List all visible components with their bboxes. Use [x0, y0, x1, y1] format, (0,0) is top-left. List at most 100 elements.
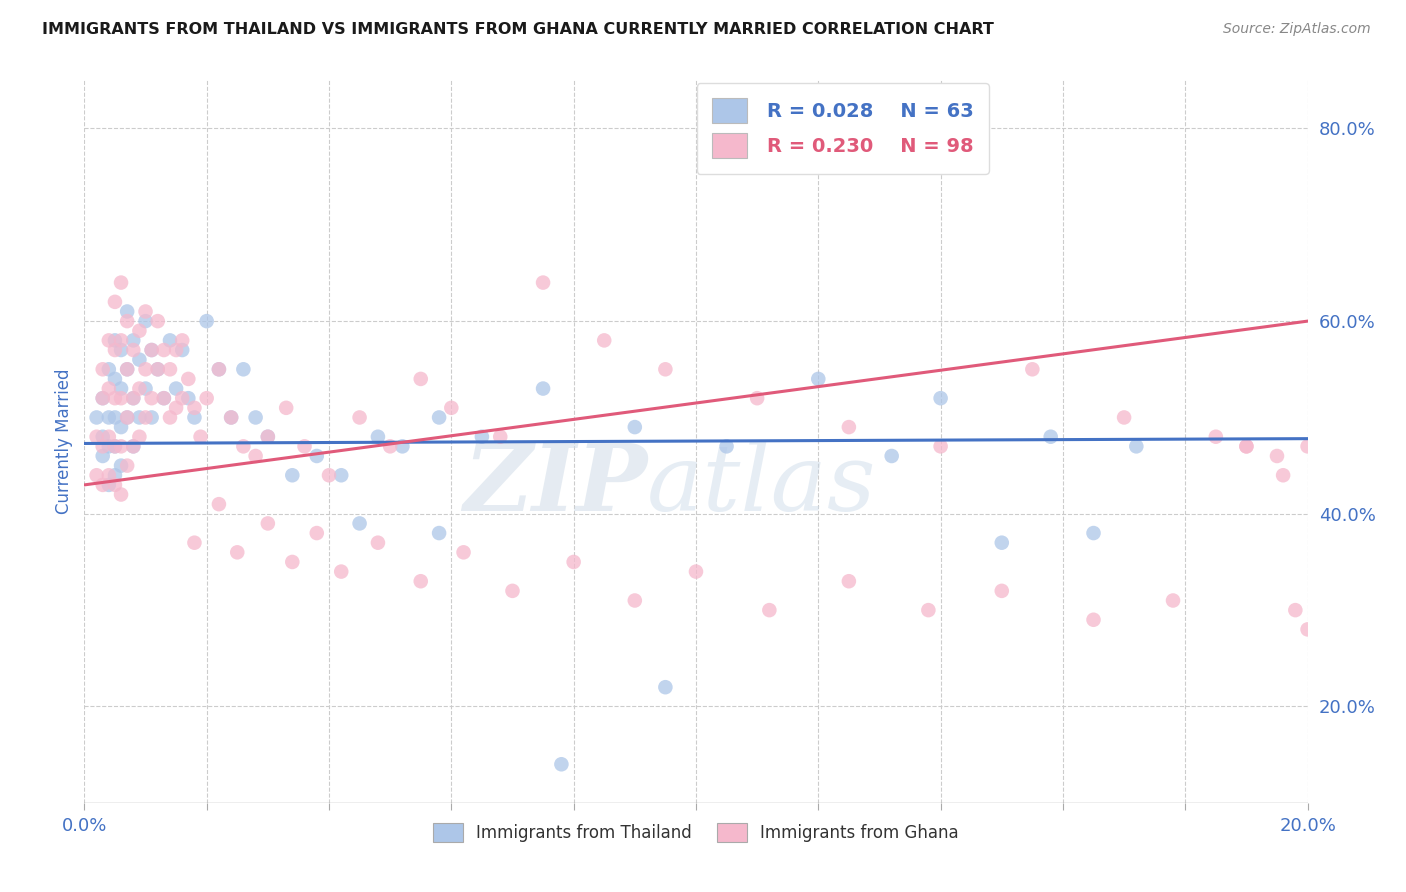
- Point: [122, 439, 145, 453]
- Point: [349, 516, 371, 531]
- Point: [110, 391, 132, 405]
- Point: [141, 391, 163, 405]
- Point: [159, 362, 181, 376]
- Point: [128, 324, 150, 338]
- Point: [929, 391, 952, 405]
- Point: [110, 334, 132, 348]
- Point: [128, 352, 150, 367]
- Point: [367, 535, 389, 549]
- Point: [115, 362, 138, 376]
- Point: [880, 449, 903, 463]
- Point: [104, 391, 127, 405]
- Point: [318, 468, 340, 483]
- Legend: Immigrants from Thailand, Immigrants from Ghana: Immigrants from Thailand, Immigrants fro…: [426, 816, 966, 848]
- Point: [624, 593, 647, 607]
- Point: [232, 362, 254, 376]
- Point: [122, 391, 145, 405]
- Point: [141, 343, 163, 357]
- Point: [135, 382, 157, 396]
- Point: [1125, 439, 1147, 453]
- Point: [91, 362, 114, 376]
- Point: [330, 468, 353, 483]
- Point: [654, 680, 676, 694]
- Point: [172, 343, 194, 357]
- Point: [135, 314, 157, 328]
- Point: [141, 343, 163, 357]
- Point: [86, 430, 108, 444]
- Point: [172, 391, 194, 405]
- Point: [409, 372, 432, 386]
- Point: [104, 372, 127, 386]
- Point: [104, 478, 127, 492]
- Point: [257, 516, 280, 531]
- Point: [440, 401, 463, 415]
- Text: Source: ZipAtlas.com: Source: ZipAtlas.com: [1223, 22, 1371, 37]
- Point: [115, 362, 138, 376]
- Point: [97, 430, 120, 444]
- Point: [86, 468, 108, 483]
- Point: [453, 545, 475, 559]
- Point: [305, 526, 328, 541]
- Point: [380, 439, 402, 453]
- Point: [991, 583, 1014, 598]
- Point: [104, 343, 127, 357]
- Point: [97, 362, 120, 376]
- Text: ZIP: ZIP: [463, 440, 647, 530]
- Point: [97, 382, 120, 396]
- Point: [128, 430, 150, 444]
- Point: [183, 535, 205, 549]
- Text: atlas: atlas: [647, 440, 876, 530]
- Point: [747, 391, 769, 405]
- Point: [685, 565, 707, 579]
- Point: [110, 382, 132, 396]
- Point: [91, 439, 114, 453]
- Point: [153, 343, 176, 357]
- Point: [367, 430, 389, 444]
- Point: [409, 574, 432, 589]
- Point: [624, 420, 647, 434]
- Point: [104, 294, 127, 309]
- Point: [1161, 593, 1184, 607]
- Point: [165, 382, 187, 396]
- Point: [195, 391, 218, 405]
- Point: [1236, 439, 1258, 453]
- Point: [153, 391, 176, 405]
- Point: [104, 410, 127, 425]
- Point: [991, 535, 1014, 549]
- Point: [654, 362, 676, 376]
- Point: [135, 304, 157, 318]
- Point: [86, 410, 108, 425]
- Point: [115, 314, 138, 328]
- Point: [91, 430, 114, 444]
- Point: [208, 497, 231, 511]
- Point: [146, 362, 169, 376]
- Point: [165, 401, 187, 415]
- Point: [208, 362, 231, 376]
- Point: [1284, 603, 1306, 617]
- Point: [128, 410, 150, 425]
- Point: [758, 603, 780, 617]
- Point: [183, 410, 205, 425]
- Point: [97, 439, 120, 453]
- Point: [141, 410, 163, 425]
- Point: [838, 420, 860, 434]
- Point: [104, 439, 127, 453]
- Point: [471, 430, 494, 444]
- Point: [257, 430, 280, 444]
- Point: [104, 334, 127, 348]
- Point: [177, 391, 200, 405]
- Point: [115, 304, 138, 318]
- Point: [1296, 439, 1319, 453]
- Point: [195, 314, 218, 328]
- Point: [110, 420, 132, 434]
- Point: [281, 468, 304, 483]
- Point: [104, 439, 127, 453]
- Point: [245, 410, 267, 425]
- Point: [226, 545, 249, 559]
- Point: [1296, 623, 1319, 637]
- Point: [502, 583, 524, 598]
- Point: [135, 362, 157, 376]
- Point: [122, 439, 145, 453]
- Point: [219, 410, 242, 425]
- Point: [115, 410, 138, 425]
